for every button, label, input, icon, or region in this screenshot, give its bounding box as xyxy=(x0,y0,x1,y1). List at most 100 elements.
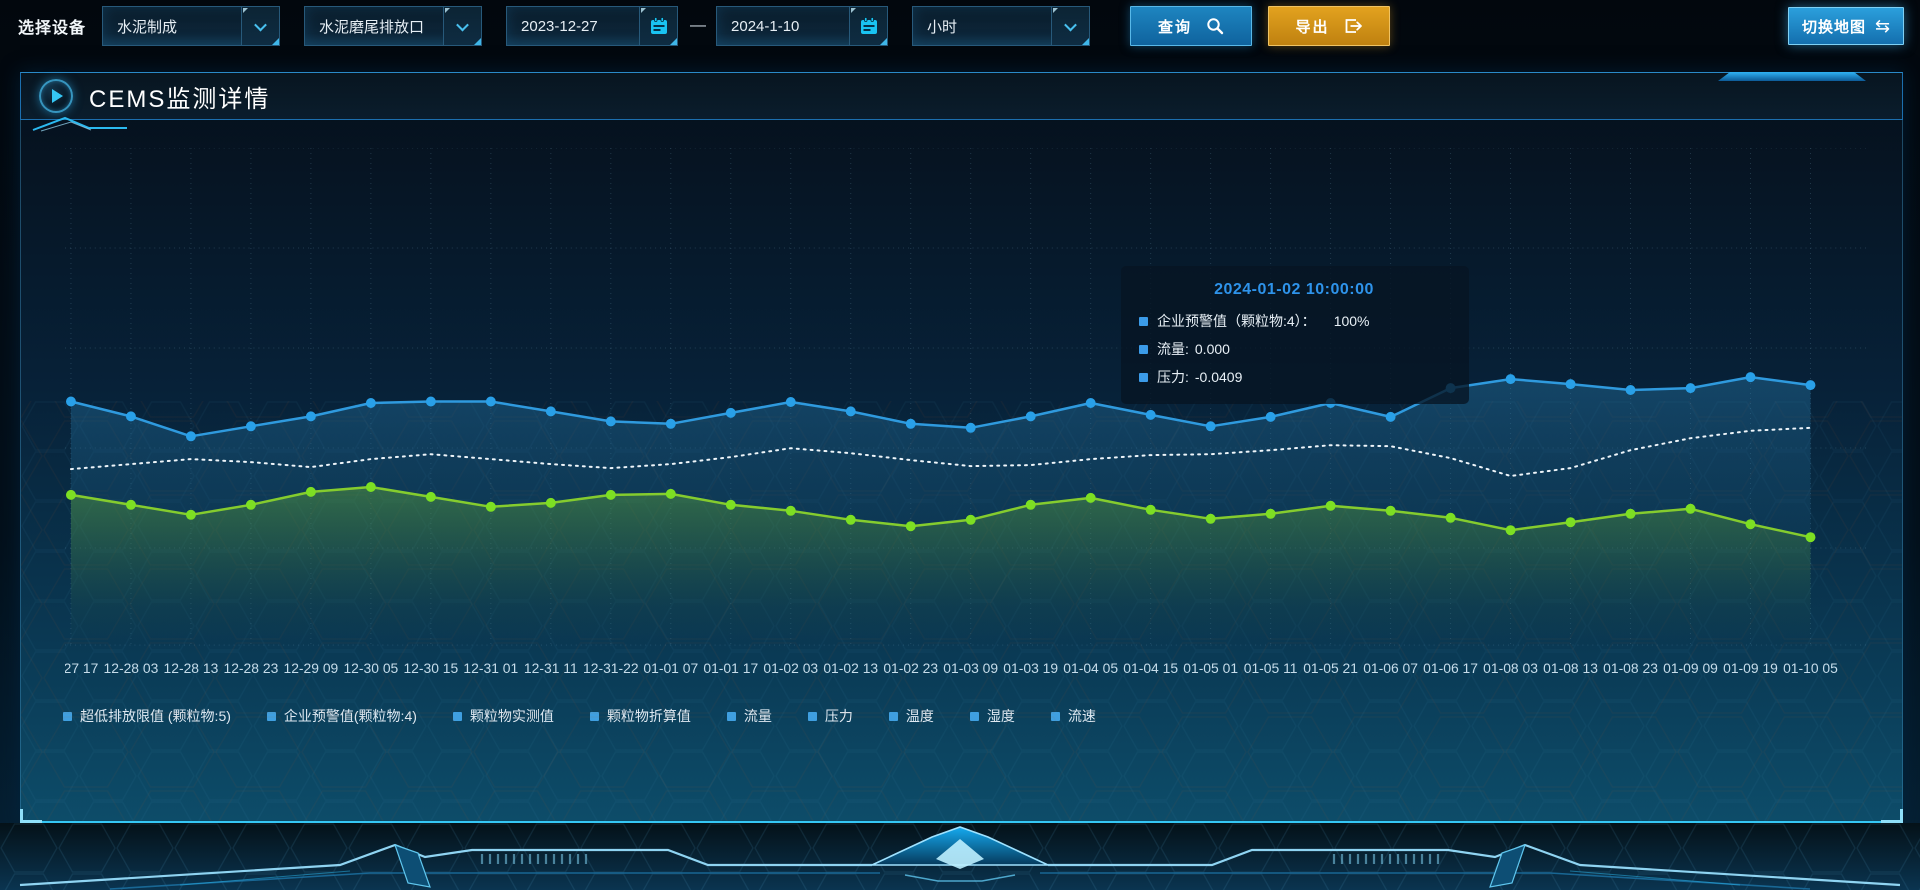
series-point[interactable] xyxy=(1205,421,1216,432)
series-point[interactable] xyxy=(965,514,976,525)
series-point[interactable] xyxy=(845,514,856,525)
outlet-select[interactable]: 水泥磨尾排放口 xyxy=(304,6,483,46)
legend-item[interactable]: 颗粒物折算值 xyxy=(589,706,691,726)
x-axis-label: 01-03 19 xyxy=(1003,660,1058,676)
series-point[interactable] xyxy=(365,482,376,492)
play-icon xyxy=(39,79,73,113)
series-point[interactable] xyxy=(1205,513,1216,524)
switch-map-button[interactable]: 切换地图 ⇆ xyxy=(1788,7,1904,45)
series-point[interactable] xyxy=(1385,411,1396,422)
legend-item[interactable]: 流速 xyxy=(1050,706,1096,726)
x-axis-label: 01-04 05 xyxy=(1063,660,1118,676)
series-point[interactable] xyxy=(185,509,196,520)
series-point[interactable] xyxy=(1025,499,1036,510)
series-point[interactable] xyxy=(1265,411,1276,422)
start-date-picker[interactable]: 2023-12-27 xyxy=(506,6,679,46)
series-point[interactable] xyxy=(1025,411,1036,422)
export-button[interactable]: 导出 xyxy=(1268,6,1391,46)
series-point[interactable] xyxy=(1085,492,1096,503)
series-point[interactable] xyxy=(1145,409,1156,420)
series-point[interactable] xyxy=(485,501,496,512)
series-point[interactable] xyxy=(965,422,976,433)
device-select[interactable]: 水泥制成 xyxy=(102,6,281,46)
outlet-select-dropdown-box[interactable] xyxy=(443,7,482,45)
series-point[interactable] xyxy=(425,396,436,407)
series-point[interactable] xyxy=(245,421,256,432)
series-point[interactable] xyxy=(305,486,316,497)
series-point[interactable] xyxy=(1745,372,1756,383)
series-point[interactable] xyxy=(1505,374,1516,385)
series-point[interactable] xyxy=(1625,508,1636,519)
series-point[interactable] xyxy=(1265,508,1276,519)
chevron-down-icon xyxy=(254,18,267,31)
series-point[interactable] xyxy=(665,488,676,499)
series-point[interactable] xyxy=(605,416,616,427)
series-point[interactable] xyxy=(1805,532,1816,543)
series-point[interactable] xyxy=(1685,383,1696,394)
series-point[interactable] xyxy=(545,497,556,508)
end-date-calendar-box[interactable] xyxy=(849,7,888,45)
series-point[interactable] xyxy=(1625,385,1636,395)
legend-item[interactable]: 超低排放限值 (颗粒物:5) xyxy=(63,706,231,726)
series-point[interactable] xyxy=(545,406,556,417)
legend-item[interactable]: 湿度 xyxy=(969,706,1015,726)
series-point[interactable] xyxy=(245,499,256,510)
export-icon xyxy=(1345,19,1362,33)
start-date-calendar-box[interactable] xyxy=(639,7,678,45)
series-point[interactable] xyxy=(1805,380,1816,391)
series-point[interactable] xyxy=(605,489,616,500)
series-point[interactable] xyxy=(1445,383,1456,394)
panel-title-bar: CEMS监测详情 xyxy=(20,72,1903,132)
series-point[interactable] xyxy=(1325,500,1336,511)
series-point[interactable] xyxy=(185,431,196,442)
series-point[interactable] xyxy=(1745,519,1756,530)
legend-label: 超低排放限值 (颗粒物:5) xyxy=(80,708,231,724)
interval-select-value: 小时 xyxy=(927,18,958,36)
date-range-separator: — xyxy=(690,17,707,34)
interval-select-dropdown-box[interactable] xyxy=(1051,7,1090,45)
series-point[interactable] xyxy=(905,521,916,532)
series-point[interactable] xyxy=(65,489,76,500)
legend-item[interactable]: 压力 xyxy=(807,706,853,726)
series-point[interactable] xyxy=(725,407,736,418)
legend-marker xyxy=(726,711,736,721)
legend-item[interactable]: 颗粒物实测值 xyxy=(452,706,554,726)
series-point[interactable] xyxy=(305,411,316,422)
series-point[interactable] xyxy=(65,396,76,407)
series-point[interactable] xyxy=(125,411,136,422)
series-line-1 xyxy=(69,426,1812,477)
series-point[interactable] xyxy=(1145,504,1156,515)
legend-marker xyxy=(63,711,72,721)
series-point[interactable] xyxy=(1505,525,1516,536)
legend-item[interactable]: 温度 xyxy=(888,706,934,726)
series-point[interactable] xyxy=(905,418,916,429)
series-point[interactable] xyxy=(365,398,376,408)
series-point[interactable] xyxy=(785,397,796,407)
series-point[interactable] xyxy=(1325,398,1336,408)
series-point[interactable] xyxy=(1685,503,1696,514)
series-point[interactable] xyxy=(725,499,736,510)
series-point[interactable] xyxy=(485,396,496,407)
x-axis-label: 01-06 07 xyxy=(1363,660,1418,676)
x-axis-label: 01-06 17 xyxy=(1423,660,1478,676)
series-point[interactable] xyxy=(1445,512,1456,523)
series-point[interactable] xyxy=(1565,379,1576,390)
device-select-dropdown-box[interactable] xyxy=(241,7,280,45)
series-point[interactable] xyxy=(425,491,436,502)
series-point[interactable] xyxy=(845,406,856,417)
series-point[interactable] xyxy=(1565,517,1576,528)
series-point[interactable] xyxy=(125,499,136,510)
series-point[interactable] xyxy=(1085,398,1096,408)
series-point[interactable] xyxy=(1385,505,1396,516)
x-axis-label: 01-01 17 xyxy=(703,660,758,676)
series-point[interactable] xyxy=(785,505,796,516)
x-axis-label: 12-27 17 xyxy=(65,660,99,676)
interval-select[interactable]: 小时 xyxy=(912,6,1091,46)
query-button[interactable]: 查询 xyxy=(1130,6,1253,46)
legend-item[interactable]: 企业预警值(颗粒物:4) xyxy=(266,706,417,726)
end-date-picker[interactable]: 2024-1-10 xyxy=(716,6,889,46)
legend-item[interactable]: 流量 xyxy=(726,706,772,726)
series-point[interactable] xyxy=(665,418,676,429)
